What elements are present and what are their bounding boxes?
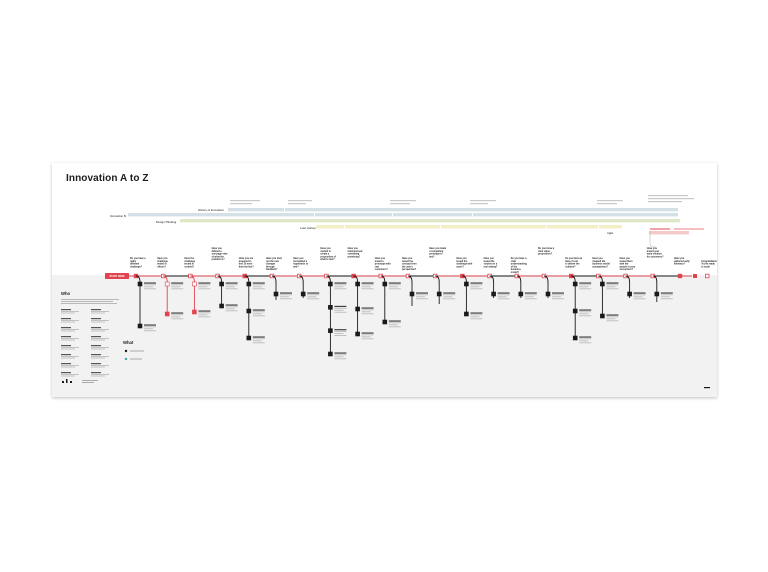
branch-node[interactable] [192,281,197,287]
branch-node[interactable] [436,291,442,297]
timeline-end-node [693,274,697,278]
question-label: Have you tested a prototype with real custom… [375,258,391,271]
logo-icon [62,379,72,383]
question-label: Have you started to create a proposition of… [320,248,336,261]
track-innovation [128,213,678,217]
branch-node[interactable] [300,291,306,297]
poster-title: Innovation A to Z [66,173,149,184]
question-label: Have you gathered early evidence? [674,258,690,266]
branch-node[interactable] [382,281,388,287]
question-label: Have you tested the concept from the user's… [402,258,417,271]
branch-node[interactable] [654,291,660,297]
who-sidebar: Who What [61,291,144,383]
question-label: Do you know a clear value proposition? [538,248,555,256]
question-label: Have you tested them with the people in you… [620,258,636,271]
branch-node[interactable] [328,305,333,310]
branch-node[interactable] [572,281,578,287]
question-label: Have you made a compelling prototype to tes… [429,248,447,258]
branch-node[interactable] [328,328,333,333]
branch-path [271,275,277,300]
branch-node[interactable] [328,281,333,287]
branch-node[interactable] [600,281,605,287]
branch-node[interactable] [600,313,605,319]
branch-node[interactable] [164,311,170,317]
branch-node[interactable] [246,281,252,287]
question-label: Do you have an idea of cost to deliver the… [565,258,583,268]
what-heading: What [123,340,134,345]
branch-node[interactable] [491,291,496,297]
question-label: Have you brainstormed something promising? [348,248,363,258]
branch-path [299,275,304,298]
method-tracks: History of Innovation Innovation IV Desi… [110,208,689,235]
branch-node[interactable] [627,291,632,297]
branch-path [516,275,522,298]
branch-path [489,275,495,298]
header-notes [230,195,694,205]
track-agile [649,231,689,235]
branch-node[interactable] [137,323,143,329]
branch-path [625,275,631,298]
track-label-agile: Agile [607,231,614,235]
branch-node[interactable] [355,306,360,312]
track-history [228,208,678,212]
question-label: Have the challenge tested in context? [184,257,195,268]
track-label-lean: Lean startup [300,226,316,230]
branch-node[interactable] [355,331,360,337]
track-design [180,219,680,223]
branch-node[interactable] [246,335,252,341]
innovation-poster: Innovation A to Z History of Innovation … [52,163,717,397]
track-label-innovation: Innovation IV [110,214,127,218]
branch-node[interactable] [409,291,415,297]
poster-diagram: History of Innovation Innovation IV Desi… [52,195,717,397]
branch-path [435,275,440,304]
timeline-node[interactable] [677,273,683,279]
svg-text:START HERE: START HERE [109,275,125,278]
branch-node[interactable] [219,281,224,287]
branch-path [543,275,549,298]
branch-node[interactable] [464,311,469,317]
timeline-node[interactable] [705,273,710,279]
question-label: Have you are prepared to test 10 more than … [239,258,255,268]
branch-path [652,275,658,302]
question-label: Have you tried out the new changes through f… [266,257,282,271]
branch-node[interactable] [572,335,578,341]
branch-path [407,275,413,306]
branch-node[interactable] [219,303,224,309]
branch-node[interactable] [518,291,524,297]
question-label: Have you formulated a hypothesis to test? [293,258,309,268]
question-label: Do you have a clear understanding of the bus… [511,258,528,274]
track-lean [316,225,622,229]
question-label: Have you tested your early solution for cus… [647,248,664,258]
branch-node[interactable] [246,308,252,314]
branch-nodes [137,281,673,360]
branch-node[interactable] [464,281,469,287]
question-label: Have you challenge tested in offices? [157,258,168,268]
question-label: Have you tested the challenge with users? [456,258,472,268]
branch-node[interactable] [137,281,143,287]
question-labels: Do you have a really different challenge? Ha… [130,248,717,274]
question-label: Have you tested the solution in a real sett… [484,258,498,268]
branch-node[interactable] [273,291,279,297]
question-label: Have you defined a one-page view of what th… [212,248,228,261]
start-badge[interactable]: START HERE [105,273,129,279]
branch-node[interactable] [164,281,170,287]
track-label-history: History of Innovation [198,208,224,212]
track-label-design: Design Thinking [156,220,177,224]
branch-node[interactable] [355,281,360,287]
branch-node[interactable] [572,308,578,314]
who-heading: Who [61,291,71,296]
question-label: Do you have a really different challenge? [130,258,146,268]
branch-node[interactable] [545,291,551,297]
question-label: Have you mapped the business model assumpti… [592,258,610,268]
branch-node[interactable] [382,319,388,325]
branch-node[interactable] [192,309,197,315]
branch-node[interactable] [328,351,333,357]
